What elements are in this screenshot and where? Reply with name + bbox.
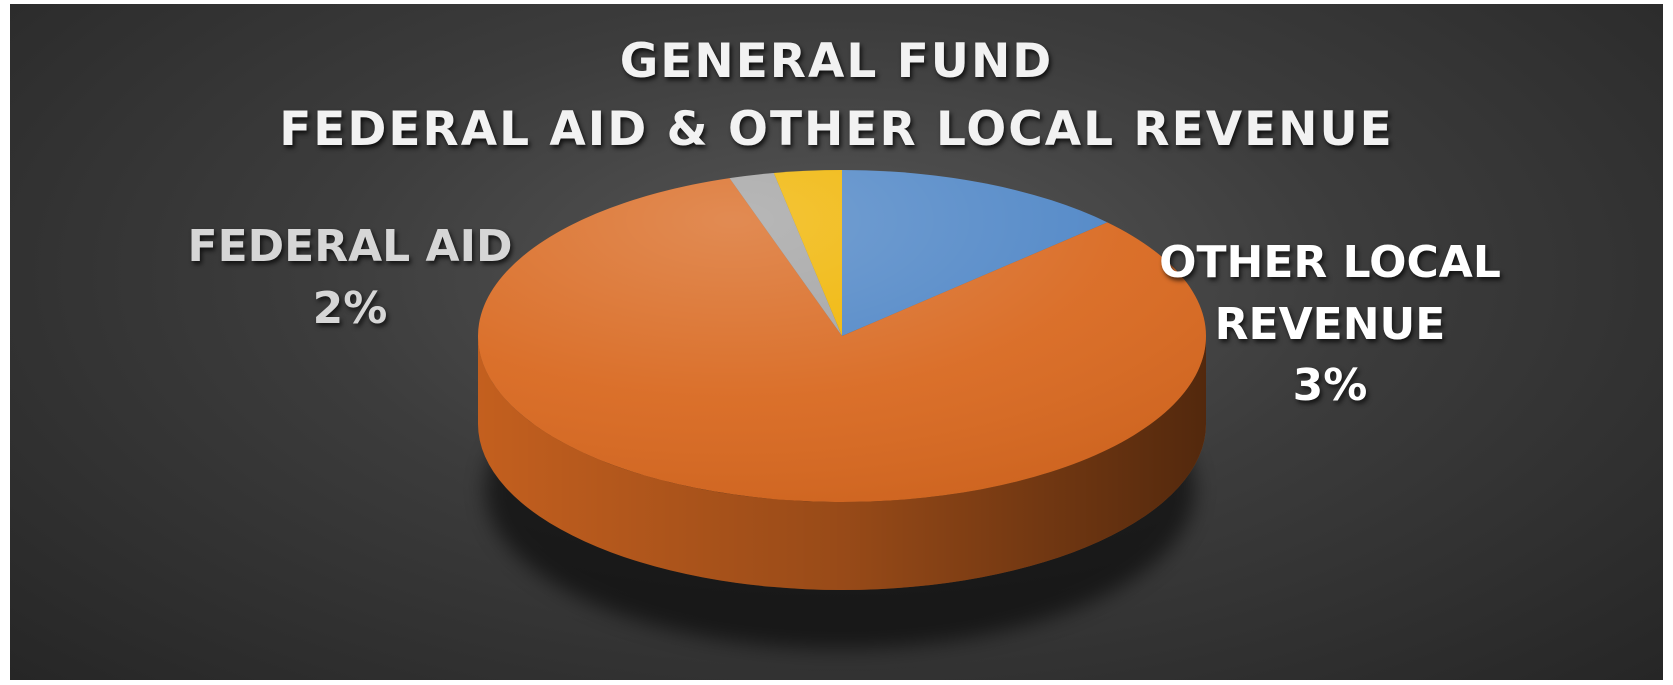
pie-side-shade-slice-2 [478, 336, 1206, 590]
data-label-federal-aid-name: FEDERAL AID [187, 221, 513, 272]
chart-area: GENERAL FUND FEDERAL AID & OTHER LOCAL R… [10, 4, 1663, 680]
data-label-federal-aid-value: 2% [312, 282, 388, 334]
data-label-other-local-revenue-name-1: OTHER LOCAL [1159, 237, 1501, 288]
chart-title-line-1: GENERAL FUND [619, 34, 1054, 89]
pie-slices [478, 170, 1206, 502]
chart-title-line-2: FEDERAL AID & OTHER LOCAL REVENUE [279, 102, 1394, 157]
data-label-other-local-revenue-value: 3% [1292, 360, 1368, 412]
pie-sides [478, 336, 1206, 590]
data-label-federal-aid: FEDERAL AID 2% [160, 216, 540, 339]
data-label-other-local-revenue-name-2: REVENUE [1214, 298, 1446, 350]
data-label-other-local-revenue: OTHER LOCAL REVENUE 3% [1150, 232, 1510, 417]
